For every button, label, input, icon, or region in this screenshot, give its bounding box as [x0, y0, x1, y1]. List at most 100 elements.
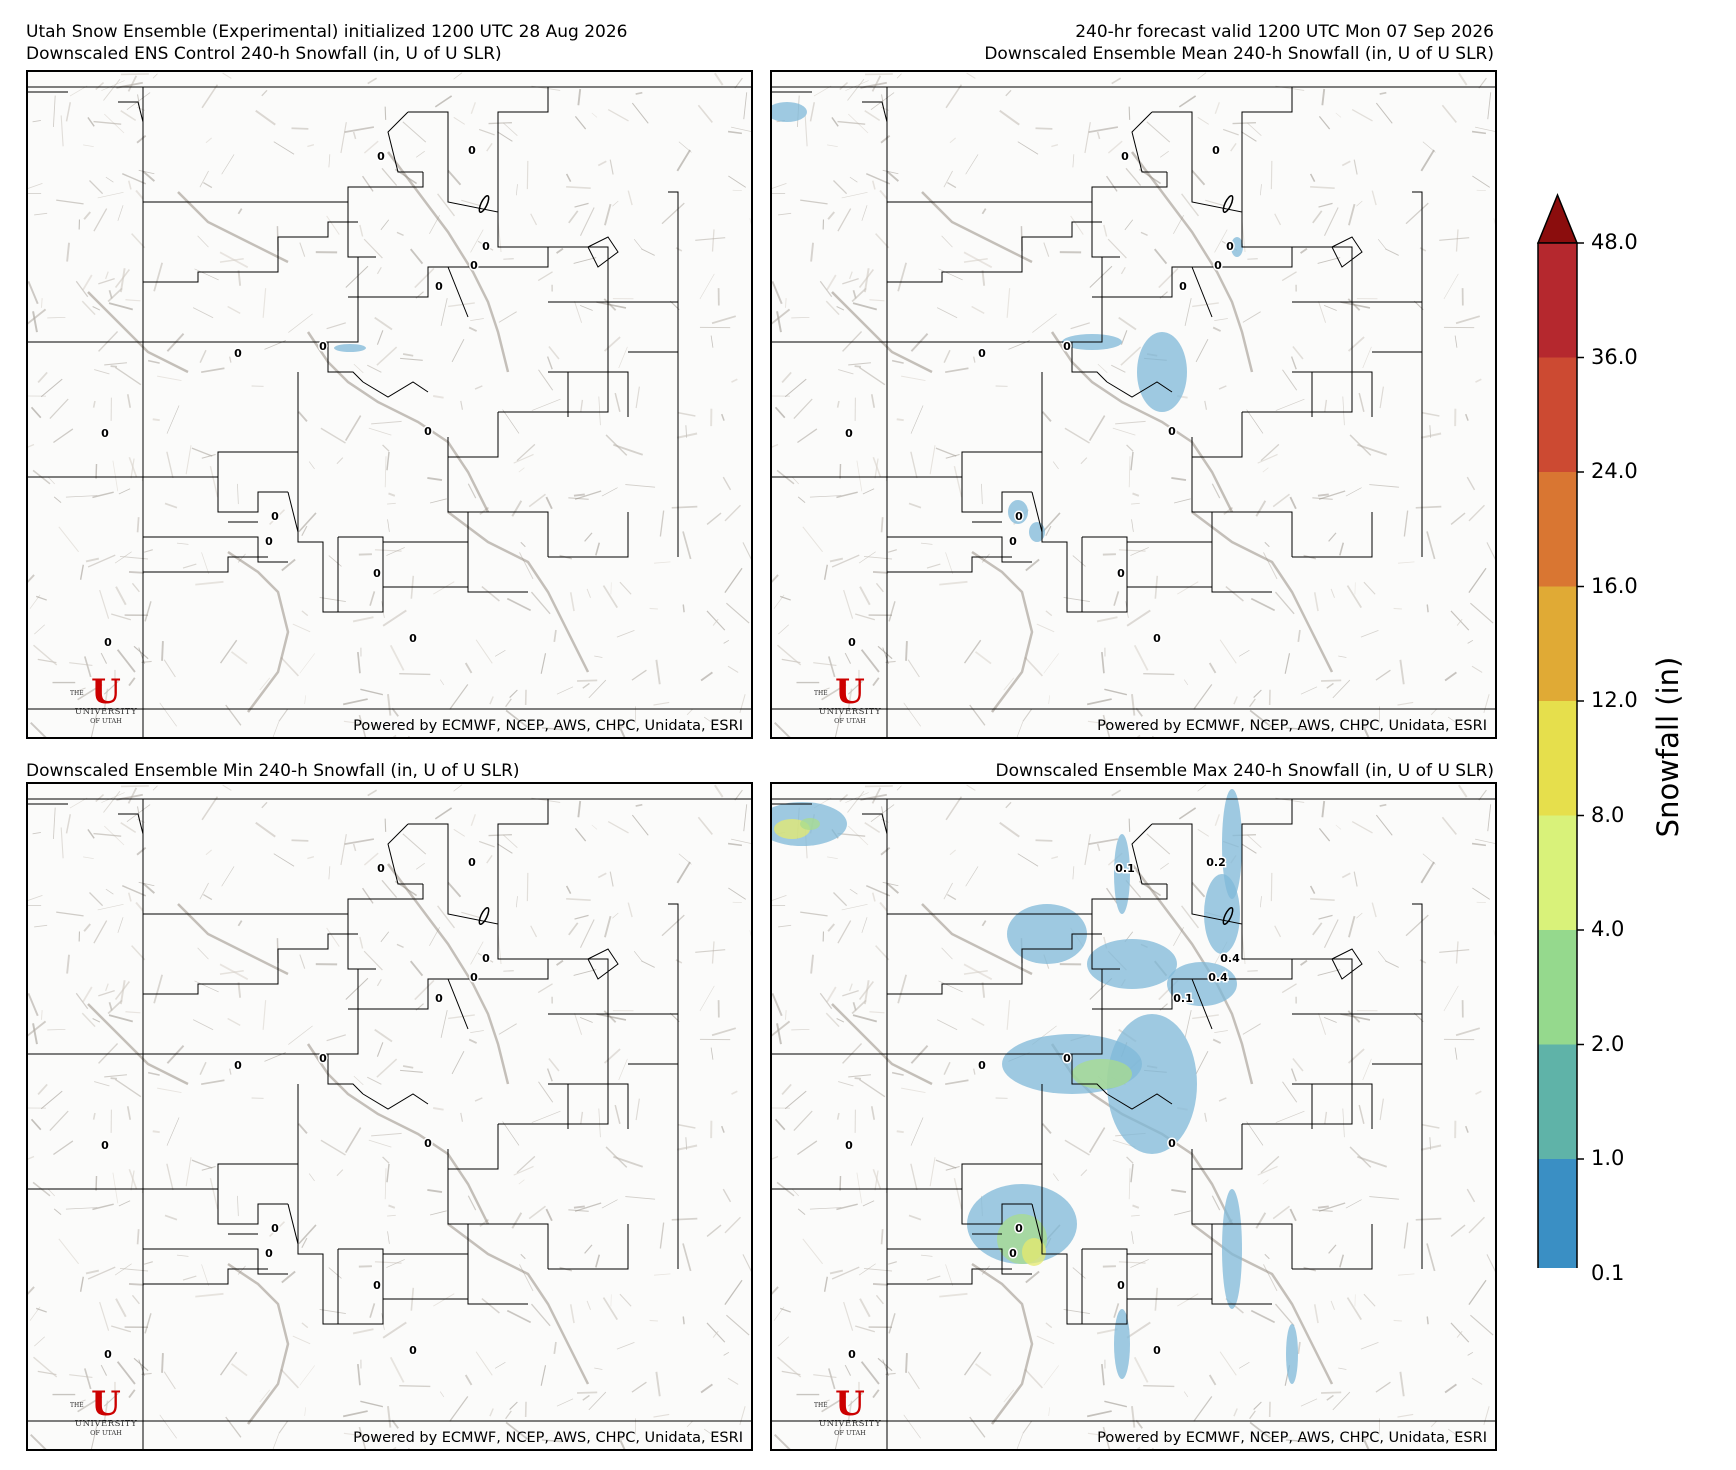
station-value-label: 0 [101, 427, 109, 440]
station-value-label: 0 [482, 952, 490, 965]
county-boundary [1412, 903, 1423, 1014]
county-boundary [348, 266, 469, 318]
county-boundary [447, 1169, 549, 1269]
station-value-label: 0 [1226, 240, 1234, 253]
county-boundary [1331, 948, 1363, 980]
county-boundary [1131, 111, 1167, 173]
station-value-label: 0 [373, 1279, 381, 1292]
county-boundary [118, 101, 144, 123]
station-value-label: 0 [234, 1059, 242, 1072]
station-value-label: 0 [1212, 144, 1220, 157]
county-boundary [1292, 246, 1353, 302]
station-value-label: 0 [409, 1344, 417, 1357]
county-boundary [1031, 491, 1043, 533]
county-boundary [668, 191, 679, 302]
county-boundary [1352, 301, 1423, 372]
colorbar-segment [1538, 930, 1577, 1045]
county-boundary [387, 823, 423, 885]
valley-ridge [831, 291, 933, 374]
colorbar-segment [1538, 815, 1577, 930]
colorbar-tick-label: 48.0 [1591, 230, 1638, 254]
title-min-panel: Downscaled Ensemble Min 240-h Snowfall (… [26, 761, 520, 781]
university-of-utah-logo: THE U UNIVERSITY OF UTAH [814, 1384, 882, 1437]
valley-ridge [87, 291, 189, 374]
county-boundary [287, 1203, 299, 1245]
county-boundary [548, 958, 609, 1014]
county-boundary [28, 1084, 299, 1190]
station-value-label: 0 [424, 425, 432, 438]
county-boundary [28, 372, 299, 478]
station-value-label: 0 [373, 567, 381, 580]
valley-ridge [387, 151, 510, 373]
county-boundary [348, 978, 469, 1030]
title-mean-panel: Downscaled Ensemble Mean 240-h Snowfall … [984, 44, 1494, 64]
snowfall-shading [1029, 522, 1045, 542]
county-boundary [498, 301, 609, 413]
county-boundary [1241, 87, 1293, 212]
county-boundary [1331, 236, 1363, 268]
title-max-panel: Downscaled Ensemble Max 240-h Snowfall (… [995, 761, 1495, 781]
snowfall-shading [1087, 939, 1177, 989]
station-value-label: 0 [482, 240, 490, 253]
colorbar-tick-label: 16.0 [1591, 573, 1638, 598]
snowfall-shading [1008, 500, 1028, 524]
county-boundary [1242, 1013, 1353, 1125]
county-boundary [608, 1013, 679, 1084]
colorbar-title: Snowfall (in) [1651, 656, 1685, 838]
station-value-label: 0 [1214, 259, 1222, 272]
station-value-label: 0 [101, 1139, 109, 1152]
station-value-label: 0 [1168, 425, 1176, 438]
university-of-utah-logo: THE U UNIVERSITY OF UTAH [70, 672, 138, 725]
map-panel-max: 0.1 0.2 0.4 0.4 0.1 0 0 0 0 0 0 0 0 0 THE U UNIVERSITY OF… [770, 782, 1497, 1451]
county-boundary [1092, 266, 1213, 318]
valley-ridge [87, 1003, 189, 1086]
station-value-label: 0 [1015, 1222, 1023, 1235]
county-boundary [1031, 1203, 1043, 1245]
county-boundary [887, 1268, 1012, 1285]
county-boundary [28, 1053, 364, 1095]
county-boundary [497, 799, 549, 924]
station-value-label: 0 [468, 144, 476, 157]
station-value-label: 0 [848, 636, 856, 649]
county-boundary [143, 933, 358, 995]
station-value-label: 0 [470, 971, 478, 984]
station-value-label: 0 [435, 280, 443, 293]
county-boundary [548, 1224, 629, 1270]
terrain-hillshade [28, 784, 751, 1449]
station-value-label: 0 [1117, 1279, 1125, 1292]
colorbar-tick-label: 36.0 [1591, 344, 1638, 369]
station-value-label: 0 [1009, 1247, 1017, 1260]
county-boundary [1091, 914, 1120, 970]
station-value-label: 0 [1153, 632, 1161, 645]
lake-outline [478, 194, 490, 214]
station-value-label: 0 [377, 862, 385, 875]
snowfall-shading [800, 818, 820, 830]
county-boundary [887, 556, 1012, 573]
data-credit: Powered by ECMWF, NCEP, AWS, CHPC, Unida… [1097, 718, 1487, 734]
station-value-label: 0.4 [1220, 952, 1240, 965]
county-boundary [1081, 536, 1128, 613]
county-boundary [961, 1184, 1032, 1225]
header-valid-time: 240-hr forecast valid 1200 UTC Mon 07 Se… [1075, 22, 1494, 42]
county-boundary [118, 813, 144, 835]
county-boundary [498, 1013, 609, 1125]
station-value-label: 0 [845, 427, 853, 440]
county-boundary [668, 903, 679, 1014]
station-value-label: 0 [1015, 510, 1023, 523]
county-boundary [362, 381, 429, 398]
valley-ridge [306, 1043, 490, 1225]
county-boundary [28, 341, 364, 383]
snowfall-shading [1137, 332, 1187, 412]
county-boundary [1211, 1224, 1272, 1305]
county-boundary [862, 101, 888, 123]
station-value-label: 0 [319, 340, 327, 353]
colorbar-tick-label: 1.0 [1591, 1146, 1625, 1170]
valley-ridge [227, 1262, 290, 1425]
valley-ridge [227, 550, 290, 713]
county-boundary [1191, 1124, 1243, 1170]
station-value-label: 0.2 [1206, 856, 1226, 869]
county-boundary [297, 1084, 358, 1325]
station-value-label: 0 [848, 1348, 856, 1361]
